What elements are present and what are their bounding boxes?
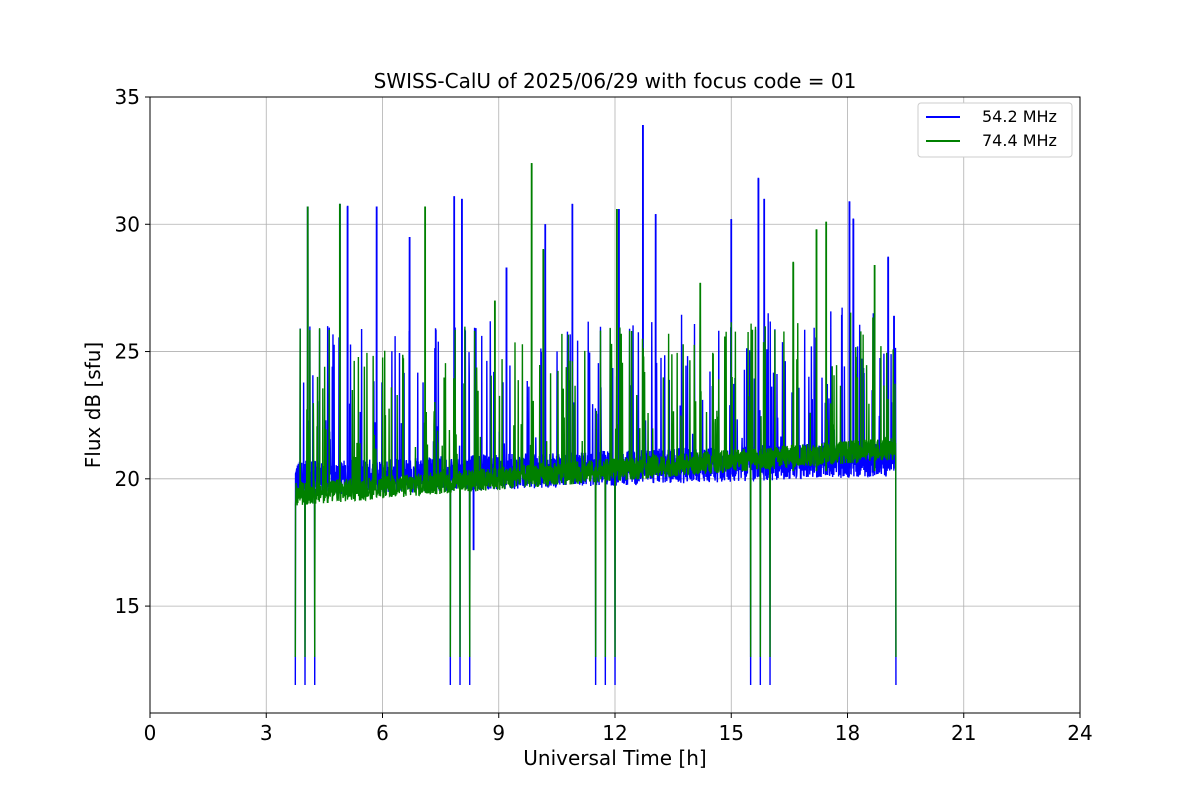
legend-label-54-2: 54.2 MHz — [982, 107, 1057, 126]
y-tick-label: 20 — [115, 467, 140, 491]
series-74-4-mhz — [294, 163, 897, 658]
x-tick-label: 15 — [719, 721, 744, 745]
x-tick-label: 6 — [376, 721, 389, 745]
y-tick-label: 30 — [115, 212, 140, 236]
y-tick-label: 25 — [115, 340, 140, 364]
series-54-2-mhz — [294, 124, 897, 686]
x-tick-label: 24 — [1067, 721, 1092, 745]
x-axis-label: Universal Time [h] — [523, 746, 706, 770]
x-tick-label: 21 — [951, 721, 976, 745]
legend: 54.2 MHz 74.4 MHz — [917, 102, 1073, 158]
chart-title: SWISS-CalU of 2025/06/29 with focus code… — [374, 69, 857, 93]
x-tick-label: 3 — [260, 721, 273, 745]
y-tick-label: 35 — [115, 85, 140, 109]
x-tick-label: 9 — [492, 721, 505, 745]
y-axis-label: Flux dB [sfu] — [81, 342, 105, 468]
x-axis-ticks: 0 3 6 9 12 15 18 21 24 — [144, 713, 1093, 745]
legend-label-74-4: 74.4 MHz — [982, 131, 1057, 150]
y-axis-ticks: 15 20 25 30 35 — [115, 85, 150, 618]
series-line — [294, 163, 897, 658]
plot-area — [294, 124, 897, 686]
x-tick-label: 12 — [602, 721, 627, 745]
x-tick-label: 0 — [144, 721, 157, 745]
y-tick-label: 15 — [115, 594, 140, 618]
x-tick-label: 18 — [835, 721, 860, 745]
